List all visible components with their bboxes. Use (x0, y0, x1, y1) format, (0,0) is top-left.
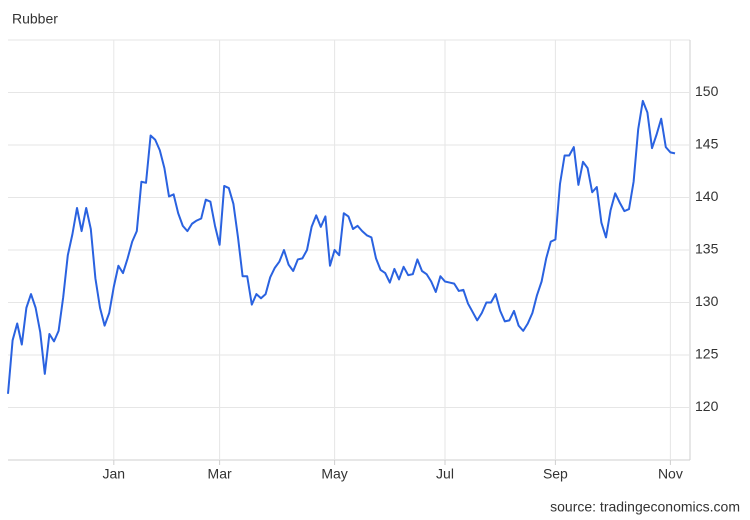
x-tick-label: May (321, 466, 347, 482)
chart-title: Rubber (12, 11, 58, 27)
x-tick-label: Sep (543, 466, 568, 482)
y-tick-label: 130 (695, 293, 719, 309)
x-tick-label: Nov (658, 466, 683, 482)
y-tick-label: 145 (695, 136, 719, 152)
source-note: source: tradingeconomics.com (550, 499, 740, 515)
price-line (7, 99, 676, 394)
x-tick-label: Mar (208, 466, 232, 482)
y-tick-label: 150 (695, 83, 719, 99)
y-tick-label: 140 (695, 188, 719, 204)
x-tick-label: Jan (103, 466, 126, 482)
y-tick-label: 120 (695, 398, 719, 414)
x-tick-label: Jul (436, 466, 454, 482)
y-tick-label: 125 (695, 346, 719, 362)
y-tick-label: 135 (695, 241, 719, 257)
